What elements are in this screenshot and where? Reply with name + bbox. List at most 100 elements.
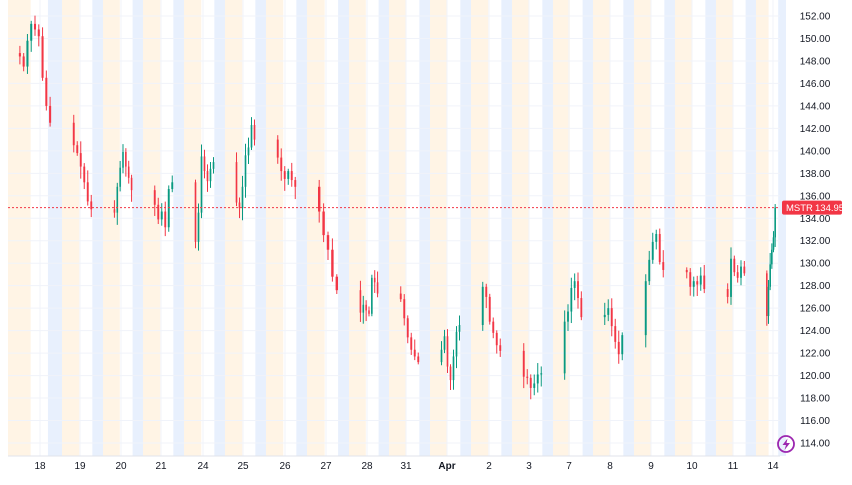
candle-body <box>743 266 746 274</box>
candle-body <box>376 282 379 294</box>
candle-body <box>449 366 452 381</box>
candle-body <box>194 182 197 242</box>
y-tick-label: 146.00 <box>800 79 831 90</box>
candle-body <box>26 40 29 67</box>
candle-body <box>533 383 536 388</box>
session-band-post <box>705 0 716 456</box>
session-band-post <box>92 0 103 456</box>
y-tick-label: 134.00 <box>800 214 831 225</box>
candle-body <box>736 272 739 278</box>
candle-body <box>157 204 160 220</box>
candle-body <box>22 56 25 67</box>
y-tick-label: 126.00 <box>800 304 831 315</box>
session-band-pre <box>184 0 202 456</box>
candle-body <box>413 349 416 357</box>
x-tick-label: 2 <box>486 461 492 472</box>
candle-body <box>241 186 244 209</box>
candle-body <box>730 258 732 297</box>
candle-body <box>614 326 617 342</box>
x-tick-label: 18 <box>34 461 46 472</box>
candle-body <box>610 308 613 327</box>
candle-body <box>703 275 706 290</box>
candle-body <box>90 201 93 210</box>
session-band-pre <box>593 0 611 456</box>
candle-body <box>522 350 525 377</box>
x-tick-label: 28 <box>361 461 373 472</box>
session-band-pre <box>103 0 120 456</box>
candle-body <box>740 266 742 278</box>
candle-body <box>580 298 583 318</box>
session-band-post <box>132 0 143 456</box>
candle-body <box>276 139 279 158</box>
candle-body <box>294 180 297 187</box>
session-band-post <box>255 0 266 456</box>
session-band-post <box>745 0 756 456</box>
y-tick-label: 142.00 <box>800 124 831 135</box>
candle-body <box>488 296 491 322</box>
last-price-label: 134.95 <box>815 203 844 214</box>
candle-body <box>699 275 702 285</box>
session-band-post <box>214 0 225 456</box>
session-band-post <box>47 0 62 456</box>
candle-body <box>452 356 455 381</box>
tradingview-logo-icon[interactable] <box>777 435 795 453</box>
candle-body <box>417 356 420 363</box>
candle-body <box>122 151 124 168</box>
candle-body <box>371 277 373 314</box>
candle-body <box>771 249 773 265</box>
candle-body <box>526 376 529 378</box>
candle-body <box>603 314 606 318</box>
session-band-post <box>542 0 553 456</box>
x-tick-label: 7 <box>566 461 572 472</box>
candle-body <box>651 241 654 260</box>
session-band-pre <box>634 0 652 456</box>
candle-body <box>116 186 119 213</box>
candle-body <box>769 264 771 287</box>
candle-body <box>495 332 498 346</box>
y-tick-label: 138.00 <box>800 169 831 180</box>
session-band-pre <box>307 0 325 456</box>
candle-body <box>280 157 283 172</box>
candle-body <box>440 349 443 363</box>
candle-body <box>563 321 566 374</box>
candle-body <box>200 156 203 213</box>
candle-body <box>644 281 647 336</box>
y-tick-label: 136.00 <box>800 191 831 202</box>
candle-body <box>499 345 502 351</box>
x-tick-label: 20 <box>115 461 127 472</box>
y-tick-label: 114.00 <box>800 439 830 450</box>
session-band-pre <box>143 0 161 456</box>
session-band-pre <box>675 0 693 456</box>
candle-body <box>30 23 33 41</box>
session-band-post <box>419 0 430 456</box>
candle-body <box>287 171 290 179</box>
x-tick-label: 21 <box>155 461 167 472</box>
x-axis: 18 19 20 21 24 25 26 27 28 31 Apr 2 3 7 8 9 10 11 14 <box>8 455 780 472</box>
candle-body <box>322 211 325 236</box>
candle-body <box>37 29 40 37</box>
candle-body <box>621 335 624 355</box>
y-tick-label: 144.00 <box>800 101 831 112</box>
candle-body <box>119 167 121 187</box>
x-tick-label: 25 <box>237 461 249 472</box>
y-tick-label: 120.00 <box>800 371 831 382</box>
x-tick-label: 14 <box>767 461 779 472</box>
candle-body <box>247 147 250 156</box>
session-band-post <box>460 0 471 456</box>
candle-body <box>492 321 495 333</box>
candle-body <box>540 373 543 375</box>
candle-body <box>458 325 461 332</box>
candle-body <box>72 122 75 146</box>
session-band-pre <box>389 0 407 456</box>
candle-body <box>733 258 736 273</box>
candle-body <box>317 186 321 212</box>
candle-body <box>570 287 573 312</box>
y-tick-label: 118.00 <box>800 394 830 405</box>
candle-body <box>76 145 79 154</box>
candle-body <box>726 289 729 297</box>
y-tick-label: 116.00 <box>800 416 830 427</box>
candle-body <box>326 235 330 250</box>
x-tick-label: 11 <box>728 461 739 472</box>
candle-body <box>359 290 362 313</box>
